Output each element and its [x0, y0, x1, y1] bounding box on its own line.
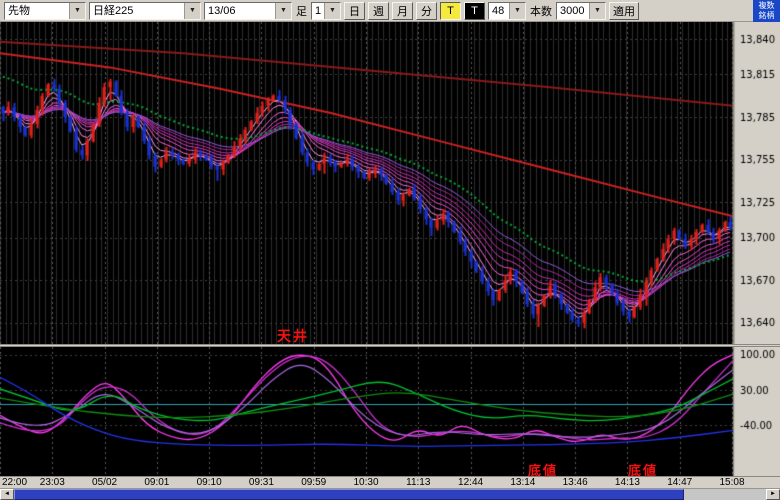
- day-button[interactable]: 日: [344, 1, 365, 20]
- dropdown-icon[interactable]: ▼: [324, 2, 340, 19]
- interval-value: 1: [315, 4, 322, 17]
- interval-select[interactable]: 1 ▼: [311, 1, 341, 20]
- time-label: 22:00: [2, 477, 28, 488]
- time-label: 14:13: [614, 477, 640, 488]
- time-label: 09:31: [248, 477, 274, 488]
- time-label: 10:30: [353, 477, 379, 488]
- multi-symbol-tab-line2: 銘柄: [758, 10, 775, 20]
- indicator-canvas[interactable]: [0, 347, 780, 476]
- timeframe-label: 足: [296, 5, 307, 18]
- contract-month-value: 13/06: [208, 4, 236, 17]
- scroll-thumb[interactable]: [14, 489, 684, 500]
- time-label: 12:44: [458, 477, 484, 488]
- period-value: 48: [492, 4, 505, 17]
- bar-count-value: 3000: [560, 4, 585, 17]
- symbol-type-value: 先物: [8, 4, 30, 17]
- month-button[interactable]: 月: [392, 1, 413, 20]
- bottom-annotation-2: 底値: [628, 463, 659, 478]
- period-select[interactable]: 48 ▼: [488, 1, 526, 20]
- time-label: 13:46: [562, 477, 588, 488]
- time-label: 09:10: [196, 477, 222, 488]
- main-chart-canvas[interactable]: [0, 22, 780, 344]
- week-button[interactable]: 週: [368, 1, 389, 20]
- time-label: 05/02: [92, 477, 118, 488]
- symbol-type-select[interactable]: 先物 ▼: [4, 1, 86, 20]
- time-label: 14:47: [667, 477, 693, 488]
- scroll-right-button[interactable]: ►: [766, 489, 780, 500]
- tick-button-active[interactable]: T: [440, 1, 461, 20]
- scroll-left-button[interactable]: ◄: [0, 489, 14, 500]
- symbol-value: 日経225: [93, 4, 134, 17]
- minute-button[interactable]: 分: [416, 1, 437, 20]
- multi-symbol-tab[interactable]: 複数 銘柄: [753, 0, 780, 22]
- scroll-right-icon: ►: [770, 491, 776, 497]
- panel-divider: [0, 344, 780, 347]
- apply-button[interactable]: 適用: [609, 1, 639, 20]
- bar-count-label: 本数: [530, 5, 552, 18]
- time-axis: 22:00 23:03 05/02 09:01 09:10 09:31 09:59 10:30…: [0, 476, 780, 488]
- contract-month-select[interactable]: 13/06 ▼: [204, 1, 292, 20]
- time-label: 23:03: [39, 477, 65, 488]
- time-label: 15:08: [719, 477, 745, 488]
- symbol-select[interactable]: 日経225 ▼: [89, 1, 201, 20]
- dropdown-icon[interactable]: ▼: [275, 2, 291, 19]
- toolbar: 先物 ▼ 日経225 ▼ 13/06 ▼ 足 1 ▼ 日 週 月 分 T T 4…: [0, 0, 780, 22]
- time-label: 09:01: [144, 477, 170, 488]
- time-label: 09:59: [301, 477, 327, 488]
- bar-count-select[interactable]: 3000 ▼: [556, 1, 606, 20]
- multi-symbol-tab-line1: 複数: [758, 0, 775, 10]
- time-label: 13:14: [510, 477, 536, 488]
- ceiling-annotation: 天井: [277, 328, 309, 344]
- dropdown-icon[interactable]: ▼: [69, 2, 85, 19]
- time-label: 11:13: [406, 477, 431, 488]
- dropdown-icon[interactable]: ▼: [184, 2, 200, 19]
- scroll-left-icon: ◄: [4, 491, 10, 497]
- h-scrollbar[interactable]: ◄ ►: [0, 488, 780, 500]
- dropdown-icon[interactable]: ▼: [509, 2, 525, 19]
- bottom-annotation-1: 底値: [528, 463, 559, 478]
- dropdown-icon[interactable]: ▼: [589, 2, 605, 19]
- tick-black-button[interactable]: T: [464, 1, 485, 20]
